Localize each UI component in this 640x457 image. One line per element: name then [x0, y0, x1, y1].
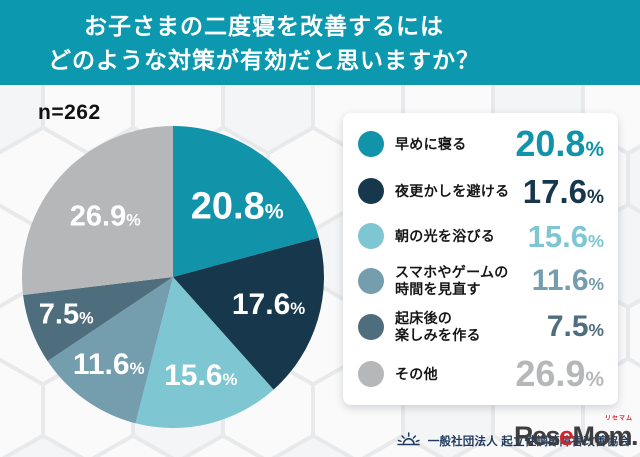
- pie-slice-label-4: 11.6%: [72, 347, 145, 381]
- legend-label: 早めに寝る: [395, 135, 467, 152]
- legend-label: その他: [395, 365, 438, 382]
- chart-title-line-2: どのような対策が有効だと思いますか？: [48, 47, 480, 73]
- hexagon-tile: [90, 438, 176, 457]
- legend-percentage: 11.6%: [531, 263, 604, 297]
- legend-percentage: 17.6%: [522, 172, 604, 210]
- pie-slice-label-6: 26.9%: [69, 200, 141, 233]
- resemom-ruby-label: リセマム: [604, 416, 633, 422]
- legend-row-3: 朝の光を浴びる 15.6%: [358, 221, 604, 252]
- legend-color-dot: [358, 131, 384, 157]
- hexagon-tile: [180, 438, 266, 457]
- legend-label: 朝の光を浴びる: [395, 227, 496, 244]
- hexagon-tile: [0, 438, 86, 457]
- legend-percentage: 20.8%: [515, 123, 604, 164]
- hexagon-tile: [270, 438, 356, 457]
- hexagon-tile: [630, 284, 640, 382]
- legend-color-dot: [358, 313, 384, 340]
- pie-slice-label-3: 15.6%: [164, 358, 238, 392]
- title-banner: お子さまの二度寝を改善するには どのような対策が有効だと思いますか？: [0, 0, 640, 85]
- resemom-logo-accent: e: [558, 421, 574, 451]
- legend-label: 起床後の 楽しみを作る: [395, 310, 481, 343]
- pie-slice-label-2: 17.6%: [231, 288, 306, 322]
- legend-row-1: 早めに寝る 20.8%: [358, 126, 604, 162]
- resemom-logo-suffix: Mom.: [572, 421, 639, 451]
- legend-percentage: 15.6%: [527, 218, 604, 254]
- legend-label: 夜更かしを避ける: [395, 183, 510, 200]
- legend-percentage: 7.5%: [546, 309, 604, 343]
- legend-label: スマホやゲームの 時間を見直す: [395, 264, 509, 297]
- pie-slice-label-1: 20.8%: [190, 185, 284, 228]
- legend-color-dot: [358, 223, 384, 250]
- hexagon-tile: [630, 130, 640, 228]
- resemom-logo-prefix: Res: [513, 421, 561, 451]
- legend-row-5: 起床後の 楽しみを作る 7.5%: [358, 310, 604, 343]
- chart-title: お子さまの二度寝を改善するには どのような対策が有効だと思いますか？: [0, 9, 528, 77]
- legend-card: 早めに寝る 20.8% 夜更かしを避ける 17.6% 朝の光を浴びる 15.6% スマホやゲ…: [343, 113, 618, 405]
- pie-slice-label-5: 7.5%: [38, 298, 94, 330]
- legend-percentage: 26.9%: [515, 352, 604, 394]
- rising-sun-icon: [395, 429, 422, 452]
- legend-color-dot: [358, 178, 384, 205]
- resemom-logo: リセマム ReseMom.: [513, 416, 639, 451]
- sample-size-label: n=262: [38, 101, 101, 124]
- legend-color-dot: [358, 360, 384, 387]
- chart-title-line-1: お子さまの二度寝を改善するには: [84, 13, 444, 39]
- legend-color-dot: [358, 267, 384, 294]
- pie-chart: 20.8% 17.6% 15.6% 11.6% 7.5% 26.9%: [18, 122, 328, 432]
- legend-row-6: その他 26.9%: [358, 352, 604, 394]
- legend-row-2: 夜更かしを避ける 17.6%: [358, 175, 604, 208]
- legend-row-4: スマホやゲームの 時間を見直す 11.6%: [358, 264, 604, 297]
